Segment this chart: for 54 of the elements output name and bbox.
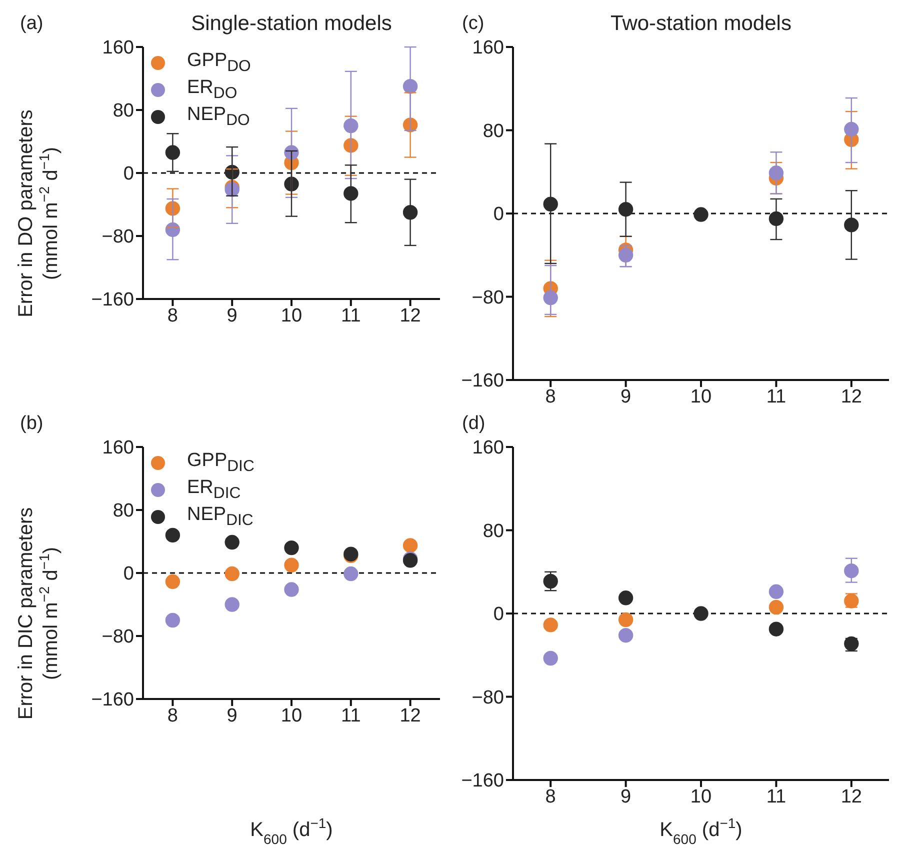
x-tick-label: 12 — [840, 786, 862, 808]
y-tick-label: −160 — [91, 290, 134, 311]
y-tick-label: 160 — [472, 38, 504, 59]
y-tick-label: −80 — [472, 687, 504, 708]
x-tick-label: 11 — [766, 386, 786, 408]
x-tick-label: 8 — [545, 386, 556, 408]
chart-title: Two-station models — [610, 12, 792, 36]
text: (b) — [20, 413, 44, 435]
y-tick-label: −80 — [102, 226, 134, 248]
text: (a) — [20, 13, 44, 35]
x-tick-label: 11 — [341, 705, 361, 726]
x-tick-label: 11 — [766, 786, 786, 808]
x-tick-label: 9 — [226, 305, 238, 326]
y-tick-label: 80 — [112, 500, 134, 522]
y-tick-label: 0 — [493, 604, 504, 626]
y-tick-label: 80 — [112, 100, 134, 122]
y-tick-label: −160 — [461, 370, 504, 392]
x-axis-title: K$_{600}$ (d$^{−1}$) — [250, 815, 333, 847]
y-tick-label: 0 — [123, 164, 134, 185]
legend-label: GPP$_{DO}$ — [187, 50, 251, 76]
y-tick-label: 160 — [102, 438, 134, 459]
y-tick-label: 0 — [123, 564, 134, 585]
x-tick-label: 12 — [400, 705, 421, 726]
y-tick-label: −80 — [472, 287, 504, 308]
y-tick-label: 80 — [482, 520, 504, 542]
legend-label: NEP$_{DO}$ — [187, 104, 250, 130]
legend-label: ER$_{DIC}$ — [187, 476, 241, 502]
y-tick-label: −160 — [91, 690, 134, 711]
y-tick-label: 80 — [482, 120, 504, 142]
x-tick-label: 10 — [690, 786, 712, 808]
x-tick-label: 8 — [545, 786, 556, 808]
y-tick-label: 160 — [102, 38, 134, 59]
x-tick-label: 9 — [620, 786, 632, 808]
x-tick-label: 8 — [167, 305, 178, 326]
chart-title: Single-station models — [190, 12, 393, 36]
legend-label: GPP$_{DIC}$ — [187, 450, 254, 476]
x-tick-label: 9 — [620, 386, 632, 408]
x-tick-label: 11 — [341, 305, 361, 326]
legend-label: NEP$_{DIC}$ — [187, 504, 254, 530]
x-tick-label: 12 — [840, 386, 862, 408]
x-axis-title: K$_{600}$ (d$^{−1}$) — [660, 815, 742, 847]
x-tick-label: 10 — [690, 386, 712, 408]
y-tick-label: −160 — [461, 770, 504, 792]
x-tick-label: 10 — [280, 705, 302, 726]
text: (c) — [462, 13, 484, 35]
x-tick-label: 10 — [280, 305, 302, 326]
legend-label: ER$_{DO}$ — [187, 76, 238, 102]
text: (d) — [462, 413, 486, 435]
y-tick-label: −80 — [102, 626, 134, 648]
y-tick-label: 160 — [472, 438, 504, 459]
y-tick-label: 0 — [493, 204, 504, 226]
x-tick-label: 8 — [167, 705, 178, 726]
x-tick-label: 9 — [226, 705, 238, 726]
x-tick-label: 12 — [400, 305, 421, 326]
